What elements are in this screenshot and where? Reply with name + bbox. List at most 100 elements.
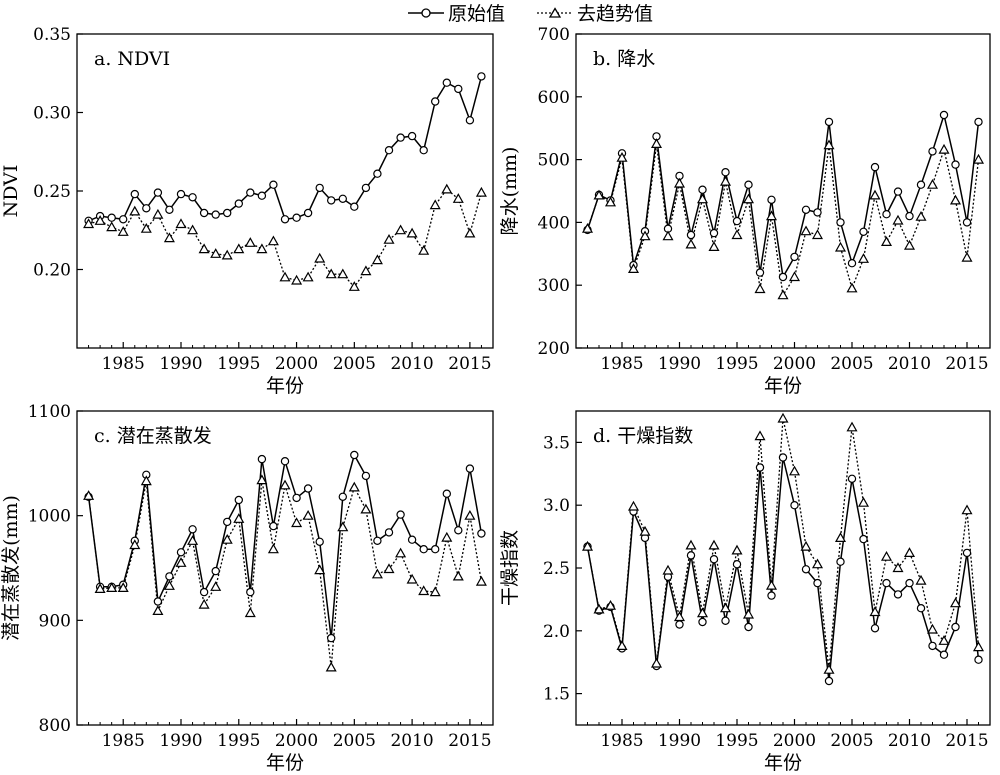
point-detrended (406, 573, 418, 584)
y-tick-label: 0.35 (33, 25, 71, 45)
y-tick-label: 1000 (28, 507, 71, 527)
point-original (824, 676, 834, 686)
point-detrended (198, 598, 210, 609)
x-tick-label: 1990 (159, 731, 202, 751)
panel-ndvi: 1985 1990 1995 2000 2005 2010 2015 0.20 0.25 0.30… (0, 25, 494, 397)
point-detrended (662, 564, 674, 575)
point-detrended (371, 254, 383, 265)
point-original (709, 228, 719, 238)
point-detrended (961, 251, 973, 262)
point-detrended (94, 215, 106, 225)
point-original (744, 180, 753, 189)
x-tick-label: 2010 (888, 354, 931, 374)
point-original (199, 208, 209, 218)
x-tick-label: 1990 (159, 354, 202, 374)
point-detrended (754, 283, 766, 294)
point-detrended (800, 225, 812, 236)
y-axis-label: 干燥指数 (499, 530, 521, 606)
point-detrended (256, 243, 268, 254)
point-detrended (175, 557, 187, 567)
point-detrended (140, 222, 152, 233)
point-original (939, 650, 949, 659)
point-original (824, 117, 834, 127)
y-tick-label: 1100 (28, 402, 71, 422)
point-original (928, 641, 937, 651)
point-detrended (314, 564, 326, 575)
point-detrended (846, 282, 858, 293)
point-detrended (765, 579, 778, 590)
point-original (165, 205, 174, 214)
x-tick-label: 1990 (658, 731, 701, 751)
point-detrended (719, 175, 732, 186)
point-detrended (823, 663, 835, 674)
point-detrended (696, 607, 709, 618)
point-original (176, 189, 186, 199)
point-original (396, 510, 405, 519)
x-tick-label: 1995 (217, 354, 260, 374)
x-tick-label: 2000 (275, 731, 318, 751)
point-original (327, 633, 336, 643)
point-original (280, 457, 290, 466)
point-detrended (857, 253, 870, 263)
x-tick-label: 2015 (448, 354, 491, 374)
point-detrended (673, 177, 686, 188)
point-detrended (811, 229, 824, 240)
point-original (315, 183, 324, 193)
point-original (951, 622, 960, 632)
point-detrended (302, 271, 314, 282)
point-original (280, 215, 290, 224)
point-original (303, 208, 313, 218)
point-original (870, 624, 880, 633)
point-original (442, 78, 451, 87)
point-detrended (926, 178, 939, 189)
point-original (257, 454, 267, 464)
x-axis-label: 年份 (764, 375, 802, 397)
x-tick-label: 1985 (102, 731, 145, 751)
panel-pet: 1985 1990 1995 2000 2005 2010 2015 800 900 1000 11… (0, 402, 494, 774)
point-detrended (83, 218, 95, 229)
series-line-original (586, 457, 980, 682)
point-detrended (593, 603, 605, 614)
point-detrended (811, 558, 824, 569)
point-detrended (187, 535, 199, 545)
point-original (477, 529, 486, 538)
point-detrended (464, 227, 476, 238)
series-line-detrended (88, 188, 483, 288)
point-detrended (685, 238, 697, 249)
point-detrended (348, 281, 360, 291)
point-original (257, 191, 267, 200)
point-detrended (972, 153, 985, 164)
point-detrended (233, 513, 245, 523)
point-detrended (418, 585, 430, 596)
y-tick-label: 600 (538, 88, 570, 108)
point-detrended (221, 249, 233, 260)
x-tick-label: 1995 (715, 354, 758, 374)
point-original (442, 489, 451, 498)
point-detrended (834, 241, 847, 252)
point-detrended (221, 533, 233, 544)
point-original (350, 450, 359, 460)
x-tick-label: 1995 (715, 731, 758, 751)
x-tick-label: 2005 (333, 731, 376, 751)
point-detrended (291, 517, 303, 528)
point-detrended (395, 547, 407, 558)
point-original (675, 620, 684, 629)
point-original (465, 464, 475, 473)
point-original (836, 557, 845, 566)
point-original (107, 213, 116, 222)
point-detrended (418, 244, 430, 255)
point-original (928, 147, 937, 156)
point-original (315, 537, 324, 547)
point-detrended (892, 214, 904, 225)
point-original (361, 183, 371, 193)
y-tick-label: 1.5 (543, 685, 570, 705)
point-original (373, 169, 382, 178)
point-original (211, 566, 220, 576)
point-original (269, 521, 278, 531)
point-original (188, 193, 197, 202)
point-detrended (314, 252, 326, 263)
point-detrended (360, 265, 372, 276)
point-detrended (83, 490, 95, 500)
x-tick-label: 2015 (945, 354, 988, 374)
